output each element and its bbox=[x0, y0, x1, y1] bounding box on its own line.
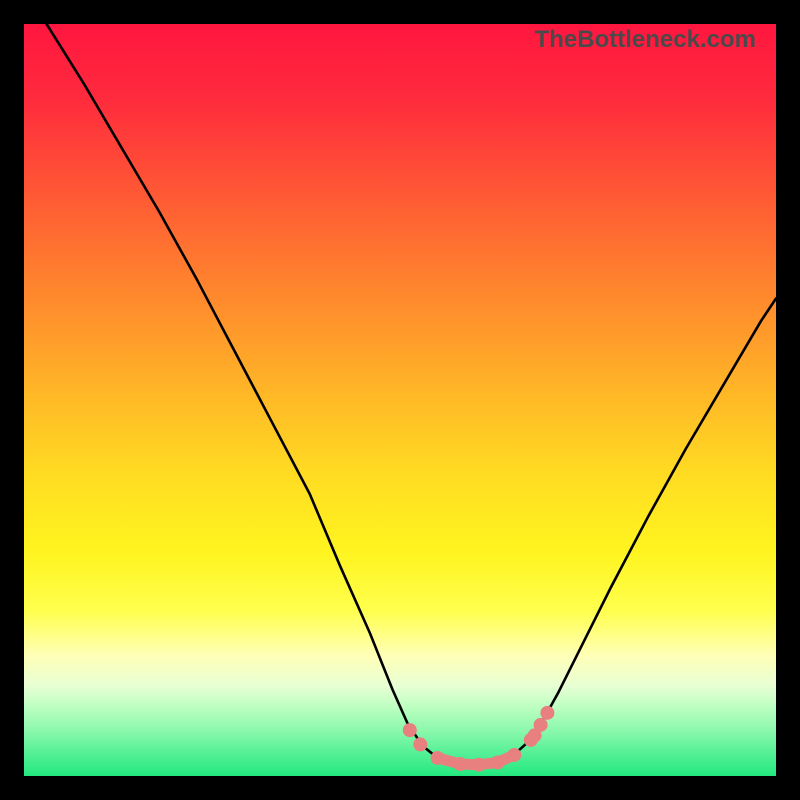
plot-area bbox=[24, 24, 776, 776]
curve-layer bbox=[24, 24, 776, 776]
marker-dot bbox=[472, 758, 485, 771]
marker-dot bbox=[508, 748, 521, 761]
marker-dot bbox=[491, 756, 504, 769]
marker-dot bbox=[454, 757, 467, 770]
bottleneck-curve bbox=[47, 24, 776, 765]
marker-dot bbox=[534, 718, 547, 731]
marker-dot bbox=[431, 751, 444, 764]
chart-frame: TheBottleneck.com bbox=[0, 0, 800, 800]
marker-dot bbox=[541, 706, 554, 719]
marker-dot bbox=[414, 738, 427, 751]
marker-group bbox=[403, 706, 554, 771]
marker-dot bbox=[403, 724, 416, 737]
watermark-text: TheBottleneck.com bbox=[535, 26, 756, 54]
